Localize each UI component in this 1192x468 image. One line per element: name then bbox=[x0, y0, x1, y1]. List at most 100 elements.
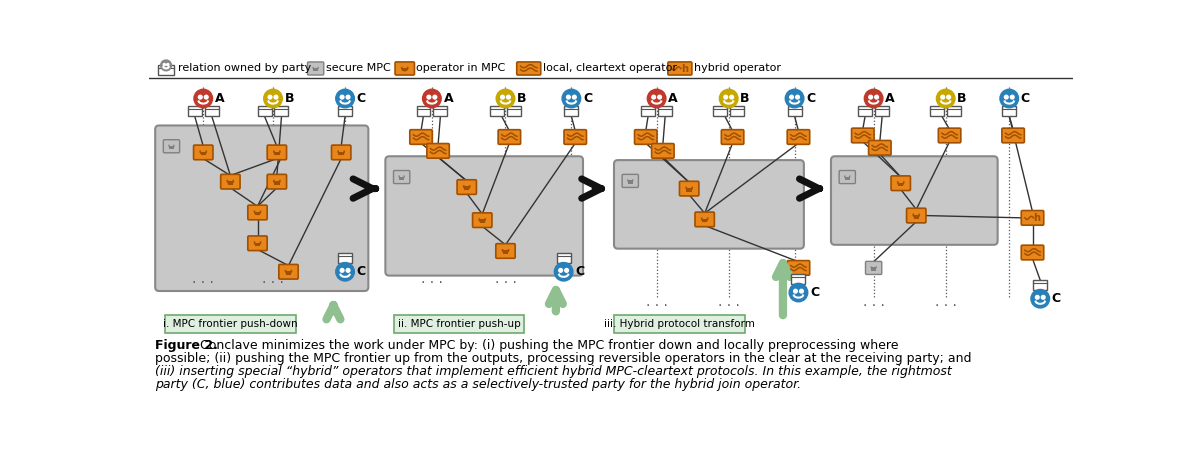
FancyBboxPatch shape bbox=[339, 106, 352, 116]
FancyBboxPatch shape bbox=[628, 181, 633, 183]
FancyBboxPatch shape bbox=[163, 140, 180, 153]
Circle shape bbox=[433, 95, 436, 99]
Circle shape bbox=[346, 95, 350, 99]
FancyBboxPatch shape bbox=[687, 188, 691, 191]
FancyBboxPatch shape bbox=[200, 152, 206, 155]
Circle shape bbox=[790, 95, 794, 99]
Circle shape bbox=[647, 89, 666, 108]
Circle shape bbox=[427, 95, 430, 99]
Text: · · ·: · · · bbox=[192, 276, 215, 290]
FancyBboxPatch shape bbox=[658, 106, 672, 116]
Text: C: C bbox=[1020, 92, 1030, 105]
FancyBboxPatch shape bbox=[557, 253, 571, 263]
Circle shape bbox=[937, 89, 955, 108]
Text: · · ·: · · · bbox=[495, 276, 516, 290]
FancyBboxPatch shape bbox=[399, 176, 404, 180]
FancyBboxPatch shape bbox=[730, 106, 744, 116]
FancyBboxPatch shape bbox=[255, 242, 260, 246]
Text: C: C bbox=[806, 92, 815, 105]
FancyBboxPatch shape bbox=[393, 315, 524, 333]
FancyBboxPatch shape bbox=[385, 156, 583, 276]
FancyBboxPatch shape bbox=[507, 106, 521, 116]
Circle shape bbox=[507, 95, 510, 99]
Circle shape bbox=[496, 89, 515, 108]
FancyBboxPatch shape bbox=[188, 106, 201, 116]
Circle shape bbox=[423, 89, 441, 108]
Text: ii. MPC frontier push-up: ii. MPC frontier push-up bbox=[398, 319, 521, 329]
Circle shape bbox=[563, 89, 581, 108]
Text: local, cleartext operator: local, cleartext operator bbox=[542, 64, 677, 73]
Text: Figure 2.: Figure 2. bbox=[155, 339, 218, 352]
FancyBboxPatch shape bbox=[930, 106, 944, 116]
Circle shape bbox=[554, 263, 573, 281]
Circle shape bbox=[940, 95, 944, 99]
FancyBboxPatch shape bbox=[339, 253, 352, 263]
FancyBboxPatch shape bbox=[274, 181, 280, 185]
FancyBboxPatch shape bbox=[839, 170, 856, 183]
Text: relation owned by party: relation owned by party bbox=[178, 64, 311, 73]
FancyBboxPatch shape bbox=[255, 212, 260, 215]
FancyBboxPatch shape bbox=[517, 62, 541, 75]
FancyBboxPatch shape bbox=[248, 236, 267, 250]
FancyBboxPatch shape bbox=[564, 130, 586, 144]
Text: party (C, blue) contributes data and also acts as a selectively-trusted party fo: party (C, blue) contributes data and als… bbox=[155, 378, 801, 391]
FancyBboxPatch shape bbox=[787, 130, 809, 144]
Text: iii. Hybrid protocol transform: iii. Hybrid protocol transform bbox=[604, 319, 756, 329]
Text: C: C bbox=[1051, 292, 1061, 305]
Circle shape bbox=[346, 269, 350, 272]
FancyBboxPatch shape bbox=[267, 175, 286, 189]
FancyBboxPatch shape bbox=[869, 140, 892, 155]
FancyBboxPatch shape bbox=[274, 152, 280, 155]
FancyBboxPatch shape bbox=[787, 261, 809, 275]
FancyBboxPatch shape bbox=[496, 244, 515, 258]
FancyBboxPatch shape bbox=[339, 152, 344, 155]
Circle shape bbox=[263, 89, 283, 108]
FancyBboxPatch shape bbox=[892, 176, 911, 190]
FancyBboxPatch shape bbox=[416, 106, 430, 116]
FancyBboxPatch shape bbox=[845, 176, 850, 180]
FancyBboxPatch shape bbox=[221, 175, 240, 189]
FancyBboxPatch shape bbox=[614, 160, 803, 249]
Text: h: h bbox=[681, 64, 688, 74]
FancyBboxPatch shape bbox=[193, 145, 213, 160]
FancyBboxPatch shape bbox=[308, 62, 324, 75]
Text: C: C bbox=[576, 265, 584, 278]
Circle shape bbox=[1031, 290, 1049, 308]
FancyBboxPatch shape bbox=[702, 219, 707, 222]
FancyBboxPatch shape bbox=[1022, 245, 1044, 260]
Text: C: C bbox=[811, 286, 819, 299]
Circle shape bbox=[274, 95, 278, 99]
Text: C: C bbox=[356, 265, 366, 278]
Circle shape bbox=[268, 95, 272, 99]
FancyBboxPatch shape bbox=[679, 181, 699, 196]
FancyBboxPatch shape bbox=[851, 128, 874, 143]
FancyBboxPatch shape bbox=[286, 271, 291, 275]
FancyBboxPatch shape bbox=[1002, 106, 1017, 116]
FancyBboxPatch shape bbox=[938, 128, 961, 143]
FancyBboxPatch shape bbox=[634, 130, 657, 144]
Circle shape bbox=[789, 283, 808, 302]
FancyBboxPatch shape bbox=[498, 130, 521, 144]
Circle shape bbox=[875, 95, 879, 99]
Circle shape bbox=[194, 89, 212, 108]
Circle shape bbox=[501, 95, 504, 99]
FancyBboxPatch shape bbox=[464, 186, 470, 190]
FancyBboxPatch shape bbox=[395, 62, 415, 75]
Text: · · ·: · · · bbox=[421, 276, 442, 290]
FancyBboxPatch shape bbox=[1022, 211, 1044, 225]
Circle shape bbox=[730, 95, 733, 99]
Circle shape bbox=[800, 289, 803, 293]
Circle shape bbox=[167, 64, 169, 66]
FancyBboxPatch shape bbox=[472, 213, 492, 227]
Text: · · ·: · · · bbox=[262, 276, 284, 290]
Text: C: C bbox=[583, 92, 592, 105]
Text: · · ·: · · · bbox=[718, 300, 740, 314]
FancyBboxPatch shape bbox=[614, 315, 745, 333]
Circle shape bbox=[658, 95, 662, 99]
FancyBboxPatch shape bbox=[267, 145, 286, 160]
Circle shape bbox=[340, 269, 344, 272]
Circle shape bbox=[724, 95, 727, 99]
Text: · · ·: · · · bbox=[863, 300, 884, 314]
FancyBboxPatch shape bbox=[228, 181, 234, 185]
FancyBboxPatch shape bbox=[205, 106, 218, 116]
